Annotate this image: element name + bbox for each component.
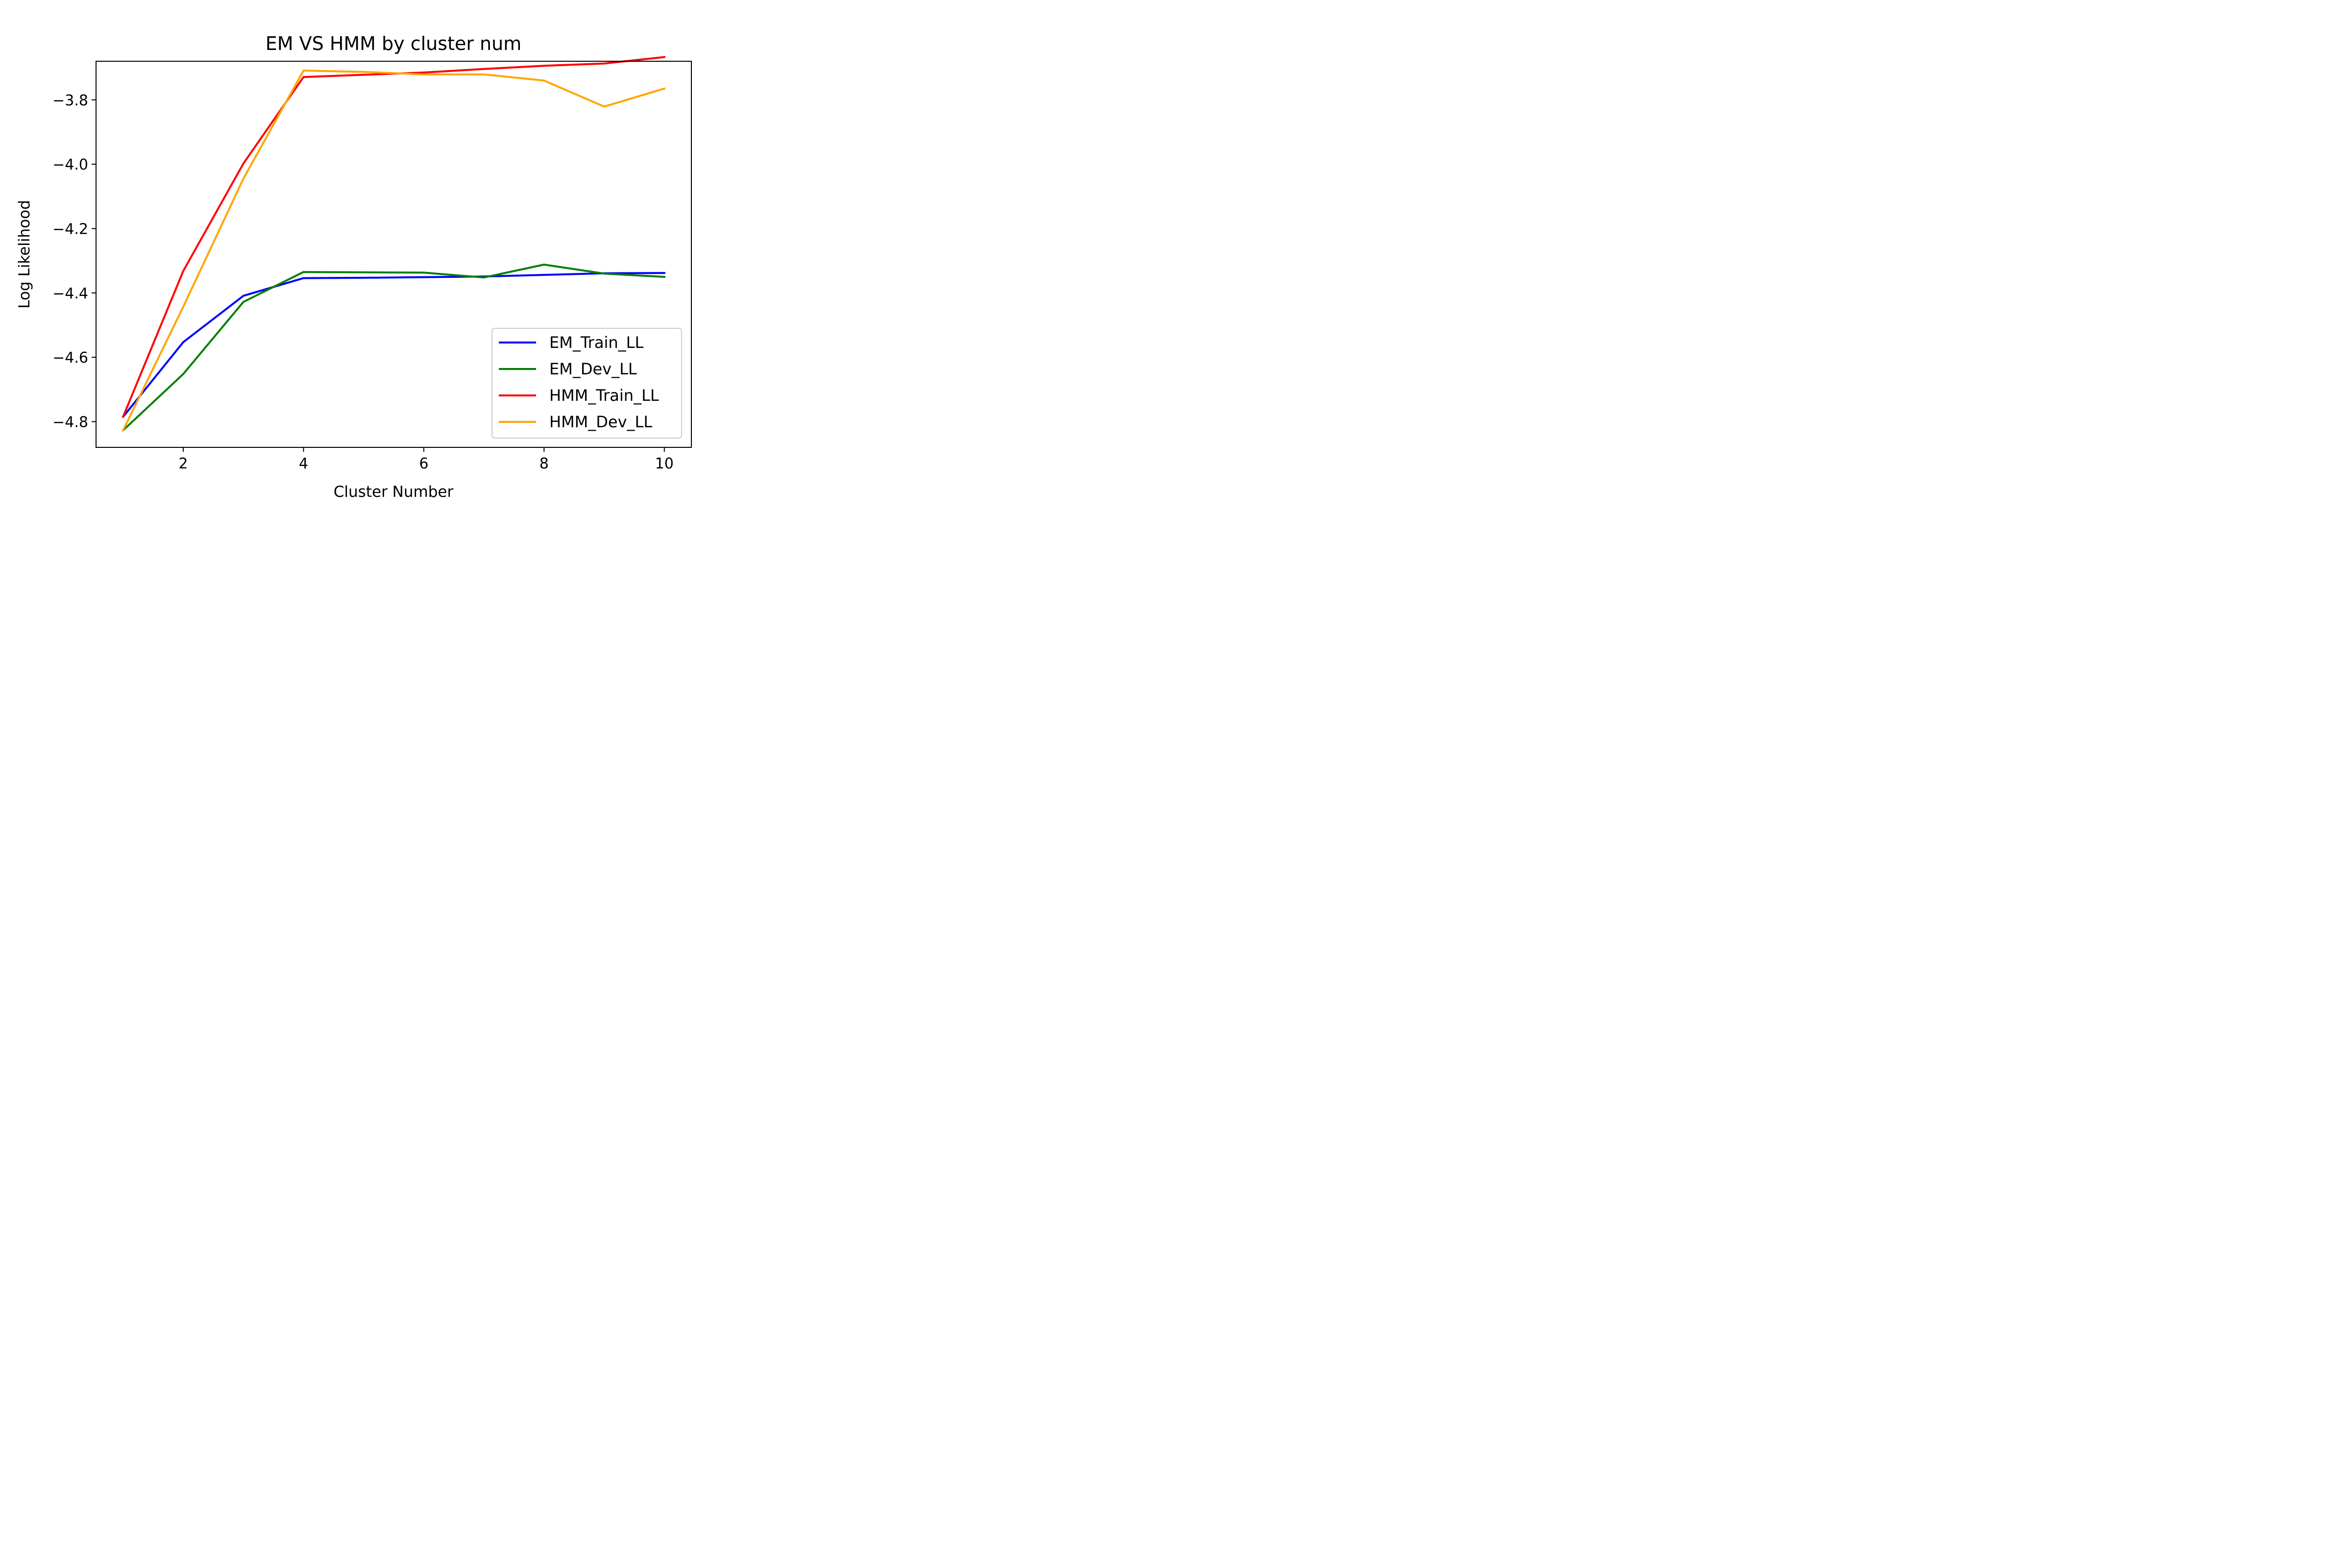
x-tick-label: 8 <box>539 455 549 472</box>
y-axis: −4.8 −4.6 −4.4 −4.2 −4.0 −3.8 <box>52 92 96 431</box>
legend-label-1: EM_Dev_LL <box>549 360 637 378</box>
legend: EM_Train_LL EM_Dev_LL HMM_Train_LL HMM_Dev_… <box>491 328 682 439</box>
x-axis-label: Cluster Number <box>334 483 454 501</box>
legend-label-2: HMM_Train_LL <box>549 386 659 405</box>
x-tick-label: 2 <box>178 455 188 472</box>
y-tick-label: −4.2 <box>52 220 88 238</box>
series-line-1 <box>122 264 665 432</box>
y-tick-label: −4.0 <box>52 156 88 173</box>
series-line-3 <box>122 70 666 432</box>
plot-lines <box>122 56 666 432</box>
plot-frame <box>96 61 692 448</box>
x-axis: 2 4 6 8 10 <box>178 447 674 472</box>
y-tick-label: −3.8 <box>52 92 88 109</box>
x-tick-label: 4 <box>299 455 308 472</box>
y-tick-label: −4.6 <box>52 349 88 367</box>
x-tick-label: 6 <box>419 455 428 472</box>
chart-title: EM VS HMM by cluster num <box>266 33 521 54</box>
legend-label-0: EM_Train_LL <box>549 333 643 352</box>
series-line-0 <box>122 272 665 418</box>
y-tick-label: −4.8 <box>52 414 88 431</box>
legend-box <box>491 328 682 439</box>
legend-label-3: HMM_Dev_LL <box>549 413 652 431</box>
x-tick-label: 10 <box>655 455 674 472</box>
y-axis-label: Log Likelihood <box>16 200 33 309</box>
y-tick-label: −4.4 <box>52 285 88 302</box>
line-chart: EM VS HMM by cluster num 2 4 6 8 10 −4.8 −4.6… <box>0 0 757 511</box>
